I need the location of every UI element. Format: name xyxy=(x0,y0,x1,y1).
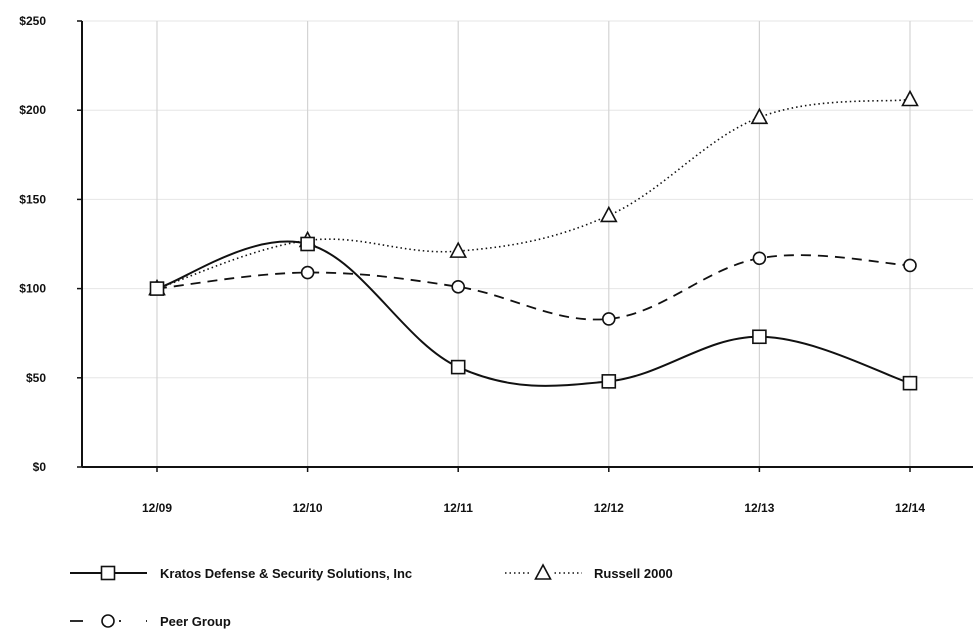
x-tick-labels: 12/09 12/10 12/11 12/12 12/13 12/14 xyxy=(142,501,925,515)
data-point-circle xyxy=(451,280,466,294)
data-point-circle xyxy=(903,258,917,273)
x-tick-label: 12/10 xyxy=(293,501,323,515)
y-tick-label: $0 xyxy=(33,460,47,474)
y-tick-label: $250 xyxy=(19,14,46,28)
gridlines xyxy=(82,20,973,467)
x-tick-label: 12/12 xyxy=(594,501,624,515)
legend-label: Peer Group xyxy=(160,614,231,629)
legend-marker-square xyxy=(100,565,116,581)
y-tick-label: $200 xyxy=(19,103,46,117)
y-tick-label: $100 xyxy=(19,282,46,296)
series-line-circle xyxy=(156,254,911,321)
data-point-square xyxy=(149,281,165,296)
axes xyxy=(77,20,973,472)
data-point-square xyxy=(902,375,918,391)
x-tick-label: 12/11 xyxy=(444,501,474,515)
data-point-square xyxy=(450,359,466,375)
data-point-circle xyxy=(601,312,616,326)
data-point-triangle xyxy=(449,241,468,258)
data-point-triangle xyxy=(750,107,769,125)
legend-label: Russell 2000 xyxy=(594,566,673,581)
series-markers xyxy=(148,89,919,391)
data-point-square xyxy=(752,329,767,345)
data-point-circle xyxy=(300,265,315,280)
x-tick-label: 12/13 xyxy=(744,501,774,515)
legend: Kratos Defense & Security Solutions, Inc… xyxy=(70,563,673,630)
y-tick-label: $50 xyxy=(26,371,46,385)
legend-label: Kratos Defense & Security Solutions, Inc xyxy=(160,566,412,581)
legend-marker-circle xyxy=(101,614,115,628)
y-tick-label: $150 xyxy=(19,192,46,206)
x-tick-label: 12/14 xyxy=(895,501,925,515)
data-point-circle xyxy=(752,251,767,266)
data-point-triangle xyxy=(901,89,919,107)
series-lines xyxy=(156,98,911,387)
data-point-triangle xyxy=(599,205,618,223)
series-line-square xyxy=(156,240,911,387)
legend-marker-triangle xyxy=(534,563,552,580)
x-tick-label: 12/09 xyxy=(142,501,172,515)
data-point-square xyxy=(300,236,315,252)
data-point-square xyxy=(601,374,617,389)
series-line-triangle xyxy=(156,98,911,290)
y-tick-labels: $0 $50 $100 $150 $200 $250 xyxy=(19,14,46,474)
